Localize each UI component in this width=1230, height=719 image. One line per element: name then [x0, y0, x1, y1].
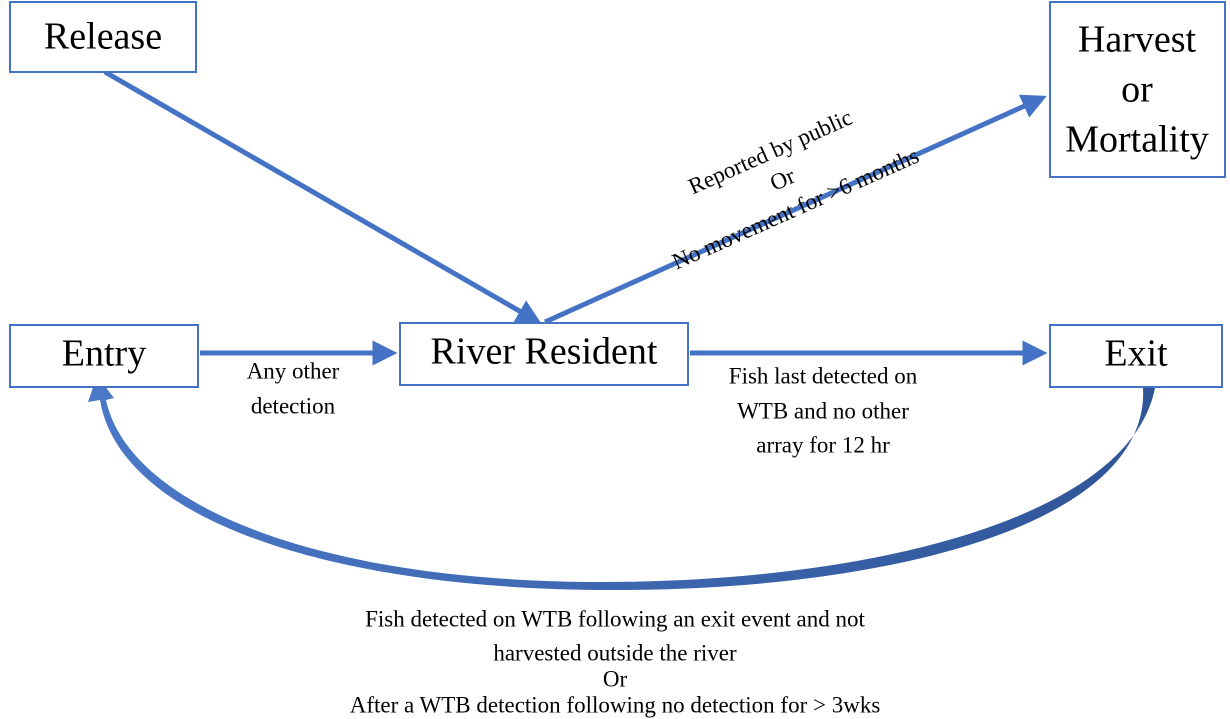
arrow	[543, 94, 1047, 325]
node-label: Mortality	[1065, 119, 1209, 161]
edge-label-line: Or	[766, 163, 799, 196]
node-label: or	[1121, 69, 1153, 111]
node-box	[399, 322, 689, 386]
node-label: River Resident	[431, 331, 658, 373]
edge-label-line: After a WTB detection following no detec…	[350, 692, 881, 717]
node-label: Exit	[1104, 333, 1168, 375]
arrow	[103, 69, 542, 324]
return-arrow	[88, 376, 1155, 591]
node-box	[1049, 324, 1223, 388]
edge-label-line: Fish detected on WTB following an exit e…	[365, 606, 865, 631]
edge-label-line: Or	[603, 666, 628, 691]
edge-label-line: WTB and no other	[737, 398, 909, 423]
edge-label-line: Any other	[247, 358, 340, 383]
edge-label: Reported by public Or No movement for >6…	[668, 105, 922, 275]
node-label: Harvest	[1078, 19, 1197, 61]
edge-label-line: harvested outside the river	[493, 640, 737, 665]
node-label: Release	[44, 16, 162, 58]
edge-label-line: detection	[251, 393, 336, 418]
edge-label-line: array for 12 hr	[756, 432, 890, 457]
edge-label-line: Fish last detected on	[729, 363, 918, 388]
edge-label-line: No movement for >6 months	[668, 143, 922, 275]
node-box	[9, 1, 197, 73]
node-box	[9, 324, 199, 388]
node-box	[1049, 1, 1226, 178]
node-label: Entry	[62, 333, 146, 375]
